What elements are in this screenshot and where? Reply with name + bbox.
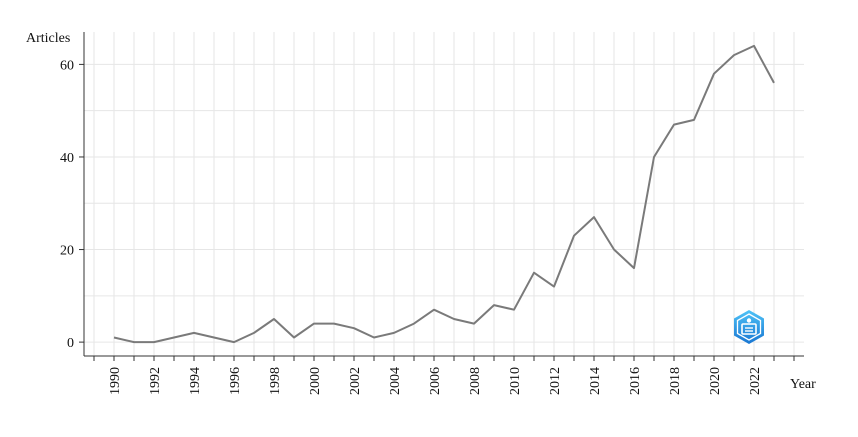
x-axis-title: Year <box>790 377 816 392</box>
x-tick-label: 2016 <box>628 367 643 395</box>
y-axis-title: Articles <box>26 31 70 46</box>
x-tick-label: 2014 <box>588 367 603 395</box>
y-ticks: 0 20 40 60 <box>60 58 84 351</box>
y-tick-label: 20 <box>60 244 74 259</box>
x-tick-label: 1990 <box>108 367 123 395</box>
y-tick-label: 60 <box>60 58 74 73</box>
axes <box>83 32 804 357</box>
series-group <box>113 44 775 344</box>
x-tick-label: 2008 <box>468 367 483 395</box>
x-ticks: 1990 1992 1994 1996 1998 2000 2002 2004 2006 2008… <box>93 356 795 395</box>
x-tick-label: 2004 <box>388 367 403 395</box>
series-line-0 <box>113 44 775 344</box>
x-tick-label: 2022 <box>748 367 763 395</box>
x-tick-label: 1992 <box>148 367 163 395</box>
x-tick-label: 2012 <box>548 367 563 395</box>
y-tick-label: 0 <box>67 336 74 351</box>
x-tick-label: 2018 <box>668 367 683 395</box>
x-tick-label: 2010 <box>508 367 523 395</box>
x-tick-label: 1998 <box>268 367 283 395</box>
y-tick-label: 40 <box>60 151 74 166</box>
shield-logo-icon <box>734 310 764 344</box>
x-tick-label: 2006 <box>428 367 443 395</box>
x-tick-label: 2020 <box>708 367 723 395</box>
grid <box>84 32 804 356</box>
x-tick-label: 1994 <box>188 367 203 395</box>
x-tick-label: 2002 <box>348 367 363 395</box>
x-tick-label: 2000 <box>308 367 323 395</box>
x-tick-label: 1996 <box>228 367 243 395</box>
